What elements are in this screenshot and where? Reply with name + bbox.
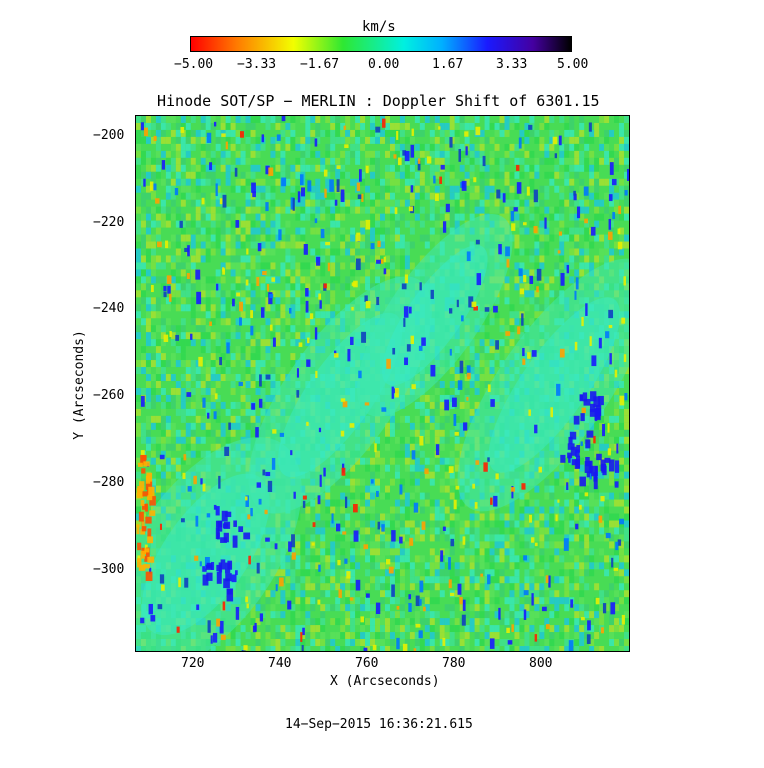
x-axis-label: X (Arcseconds) [330,674,440,689]
x-tick-label: 720 [181,656,205,671]
plot-title: Hinode SOT/SP − MERLIN : Doppler Shift o… [157,92,600,110]
x-tick-label: 780 [442,656,466,671]
x-tick-label: 760 [355,656,379,671]
colorbar-gradient [191,37,571,51]
y-axis-label: Y (Arcseconds) [72,330,87,440]
y-tick-label: −260 [93,388,125,403]
colorbar-tick-label: −1.67 [300,57,340,72]
colorbar-tick-label: 1.67 [432,57,464,72]
y-tick-label: −240 [93,301,125,316]
doppler-image-frame [135,115,630,652]
colorbar-tick-label: 0.00 [368,57,400,72]
x-tick-label: 740 [268,656,292,671]
colorbar-tick-label: −3.33 [237,57,277,72]
timestamp: 14−Sep−2015 16:36:21.615 [285,717,473,732]
doppler-map [136,116,629,651]
colorbar-tick-label: 3.33 [496,57,528,72]
colorbar-tick-label: −5.00 [174,57,214,72]
colorbar [190,36,572,52]
y-tick-label: −300 [93,562,125,577]
y-tick-label: −200 [93,128,125,143]
x-tick-label: 800 [529,656,553,671]
colorbar-unit-label: km/s [362,19,396,35]
colorbar-tick-label: 5.00 [557,57,589,72]
y-tick-label: −280 [93,475,125,490]
y-tick-label: −220 [93,215,125,230]
